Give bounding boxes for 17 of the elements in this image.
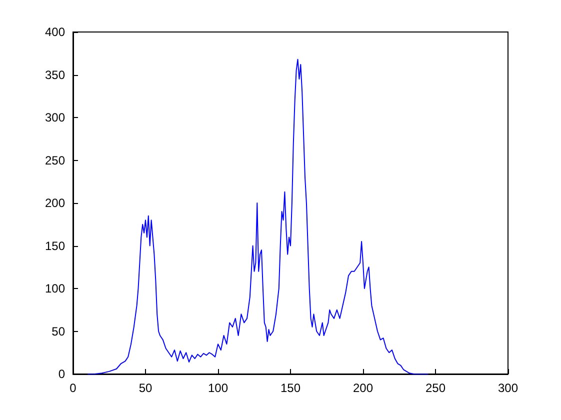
y-tick-label: 400 bbox=[44, 25, 66, 39]
line-series bbox=[87, 58, 429, 374]
y-tick-label: 300 bbox=[44, 110, 66, 124]
y-tick-label: 150 bbox=[44, 238, 66, 253]
x-tick-label: 0 bbox=[70, 381, 77, 395]
x-tick-label: 250 bbox=[425, 381, 446, 395]
y-tick-label: 50 bbox=[52, 324, 66, 338]
y-tick-label: 0 bbox=[58, 367, 66, 381]
y-tick-label: 350 bbox=[44, 68, 66, 82]
x-tick-label: 200 bbox=[352, 381, 374, 395]
y-tick-label: 200 bbox=[44, 196, 66, 210]
y-tick-label: 100 bbox=[44, 282, 66, 296]
y-tick-label: 250 bbox=[44, 153, 66, 168]
x-tick-label: 150 bbox=[280, 381, 301, 395]
x-tick-label: 100 bbox=[208, 381, 228, 395]
x-tick-label: 50 bbox=[138, 381, 152, 395]
x-tick-label: 300 bbox=[498, 381, 518, 395]
